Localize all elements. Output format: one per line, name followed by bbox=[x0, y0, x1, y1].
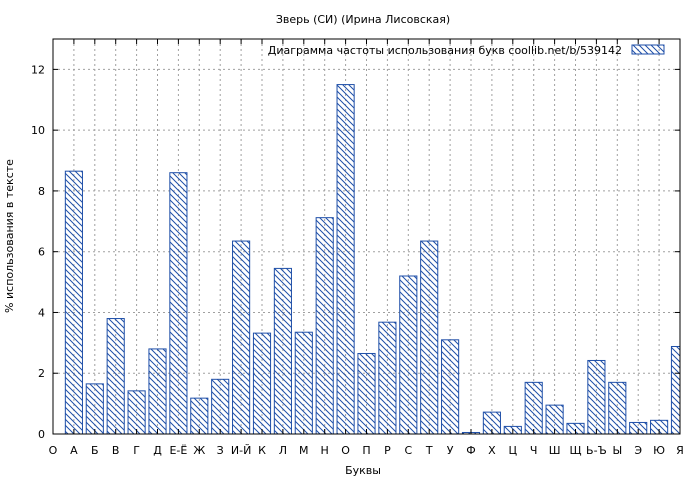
x-tick-label: Л bbox=[279, 444, 287, 457]
x-tick-label: Ю bbox=[653, 444, 665, 457]
y-axis-label: % использования в тексте bbox=[3, 159, 16, 313]
bar bbox=[399, 275, 418, 435]
y-tick-label: 12 bbox=[31, 63, 45, 76]
x-axis-label: Буквы bbox=[345, 464, 381, 477]
bar bbox=[441, 339, 460, 435]
y-tick-label: 4 bbox=[38, 306, 45, 319]
x-tick-label: Р bbox=[384, 444, 391, 457]
x-tick-label: И-Й bbox=[231, 444, 251, 457]
bar bbox=[378, 321, 397, 435]
bar bbox=[211, 378, 230, 435]
legend-label: Диаграмма частоты использования букв coo… bbox=[268, 44, 622, 57]
x-tick-label: Е-Ё bbox=[169, 444, 187, 457]
bar bbox=[587, 359, 606, 435]
x-tick-label: Я bbox=[676, 444, 684, 457]
x-tick-label: А bbox=[70, 444, 78, 457]
x-tick-label: М bbox=[299, 444, 309, 457]
x-tick-label: В bbox=[112, 444, 120, 457]
x-tick-label: Ь-Ъ bbox=[586, 444, 607, 457]
legend: Диаграмма частоты использования букв coo… bbox=[268, 44, 665, 57]
x-tick-label: Ж bbox=[193, 444, 205, 457]
x-tick-label: Д bbox=[153, 444, 162, 457]
x-tick-label: Ф bbox=[466, 444, 475, 457]
bar bbox=[315, 217, 334, 435]
x-tick-label: С bbox=[404, 444, 412, 457]
bar bbox=[336, 84, 355, 435]
x-tick-label: П bbox=[362, 444, 370, 457]
y-tick-label: 0 bbox=[38, 428, 45, 441]
bar bbox=[252, 332, 272, 435]
y-tick-label: 6 bbox=[38, 246, 45, 259]
bar bbox=[64, 170, 83, 435]
x-tick-label: Г bbox=[133, 444, 140, 457]
bar bbox=[232, 240, 251, 435]
bar bbox=[106, 318, 125, 435]
y-tick-label: 10 bbox=[31, 124, 45, 137]
x-tick-label: Ц bbox=[509, 444, 518, 457]
x-tick-label: Б bbox=[91, 444, 99, 457]
chart-title: Зверь (СИ) (Ирина Лисовская) bbox=[276, 13, 450, 26]
x-tick-label: З bbox=[217, 444, 224, 457]
x-tick-label: Ч bbox=[530, 444, 538, 457]
x-axis: О А Б В Г Д Е-Ё Ж З И-Й К Л М Н О П Р С Т У Ф Х Ц Ч Ш Щ Ь-Ъ Ы Э Ю Я bbox=[49, 39, 684, 457]
legend-swatch bbox=[631, 44, 665, 55]
y-tick-label: 8 bbox=[38, 185, 45, 198]
bar bbox=[148, 348, 167, 435]
x-tick-label: Ы bbox=[612, 444, 622, 457]
x-tick-label: Э bbox=[634, 444, 642, 457]
bar bbox=[524, 381, 543, 435]
bar bbox=[294, 331, 313, 435]
bar bbox=[608, 381, 627, 435]
x-tick-label: Ш bbox=[549, 444, 561, 457]
x-tick-label: Х bbox=[488, 444, 496, 457]
x-tick-label: Н bbox=[321, 444, 329, 457]
bar bbox=[190, 397, 209, 435]
x-tick-label: Щ bbox=[569, 444, 581, 457]
x-tick-label: О bbox=[49, 444, 58, 457]
x-tick-label: У bbox=[447, 444, 454, 457]
x-tick-label: К bbox=[258, 444, 266, 457]
y-axis: 0 2 4 6 8 10 12 bbox=[31, 63, 680, 441]
x-tick-label: О bbox=[341, 444, 350, 457]
bar bbox=[273, 267, 292, 435]
x-tick-label: Т bbox=[425, 444, 433, 457]
bar bbox=[127, 390, 146, 435]
bar bbox=[670, 345, 681, 435]
y-tick-label: 2 bbox=[38, 367, 45, 380]
bar bbox=[357, 352, 376, 435]
bar bbox=[420, 240, 439, 435]
bar bbox=[85, 383, 104, 435]
bar bbox=[169, 172, 188, 435]
